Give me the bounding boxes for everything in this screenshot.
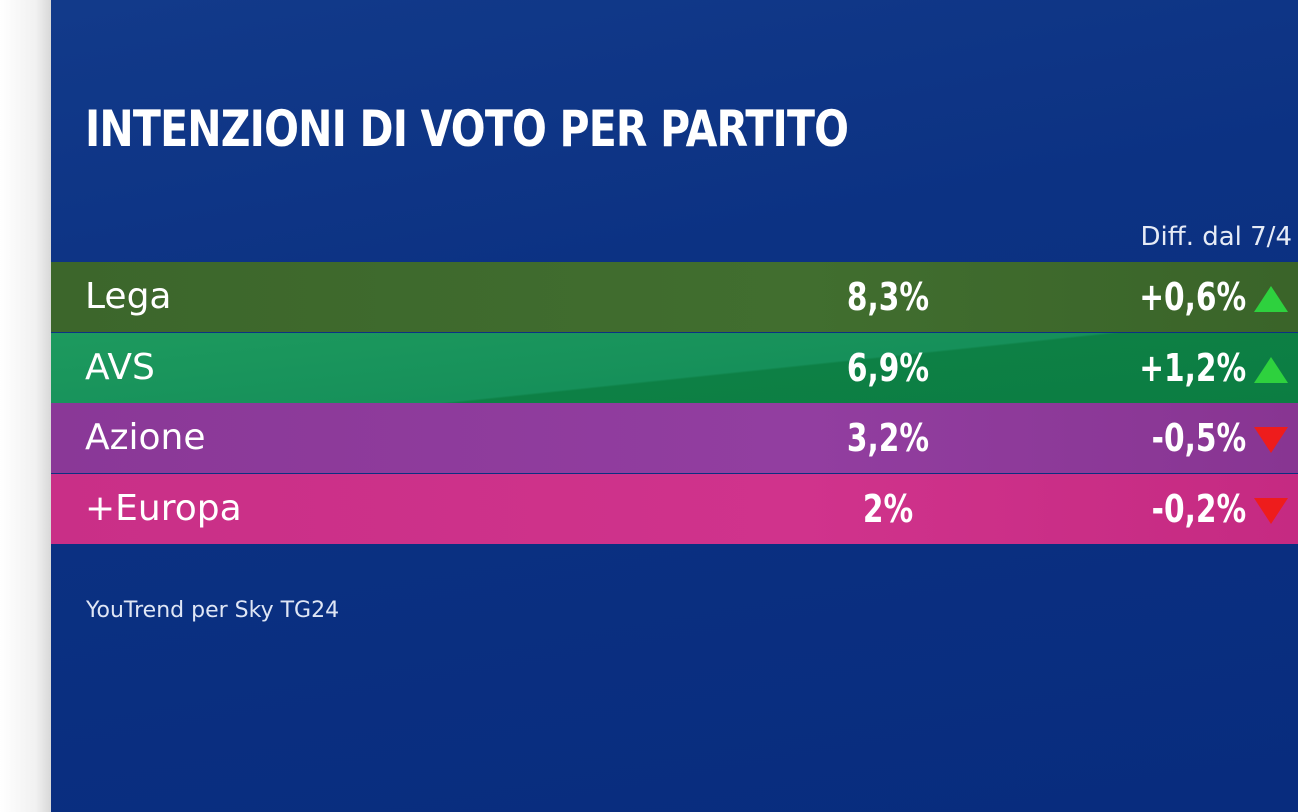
chart-title: INTENZIONI DI VOTO PER PARTITO xyxy=(85,100,849,158)
table-row: Lega 8,3% +0,6% xyxy=(51,262,1298,332)
vote-percentage: 2% xyxy=(862,486,914,531)
table-row: AVS 6,9% +1,2% xyxy=(51,332,1298,403)
diff-column-header: Diff. dal 7/4 xyxy=(1140,222,1292,252)
vote-percentage: 6,9% xyxy=(846,345,930,390)
vote-percentage: 3,2% xyxy=(846,416,930,460)
vote-difference: -0,5% xyxy=(1151,416,1246,460)
vote-difference: +0,6% xyxy=(1138,275,1246,319)
triangle-down-icon xyxy=(1254,497,1288,524)
triangle-up-icon xyxy=(1254,286,1288,312)
party-name: +Europa xyxy=(85,487,242,529)
party-name: Azione xyxy=(85,417,206,458)
vote-difference: -0,2% xyxy=(1151,486,1246,531)
vote-difference: +1,2% xyxy=(1138,345,1246,390)
triangle-down-icon xyxy=(1254,427,1288,453)
party-name: AVS xyxy=(85,346,155,388)
left-margin-strip xyxy=(0,0,51,812)
party-table: Lega 8,3% +0,6% AVS 6,9% +1,2% Azione 3,2% -0,5%… xyxy=(51,262,1298,544)
table-row: Azione 3,2% -0,5% xyxy=(51,403,1298,473)
source-credit: YouTrend per Sky TG24 xyxy=(86,598,340,623)
vote-percentage: 8,3% xyxy=(846,275,930,319)
table-row: +Europa 2% -0,2% xyxy=(51,473,1298,544)
party-name: Lega xyxy=(85,276,172,317)
triangle-up-icon xyxy=(1254,356,1288,383)
